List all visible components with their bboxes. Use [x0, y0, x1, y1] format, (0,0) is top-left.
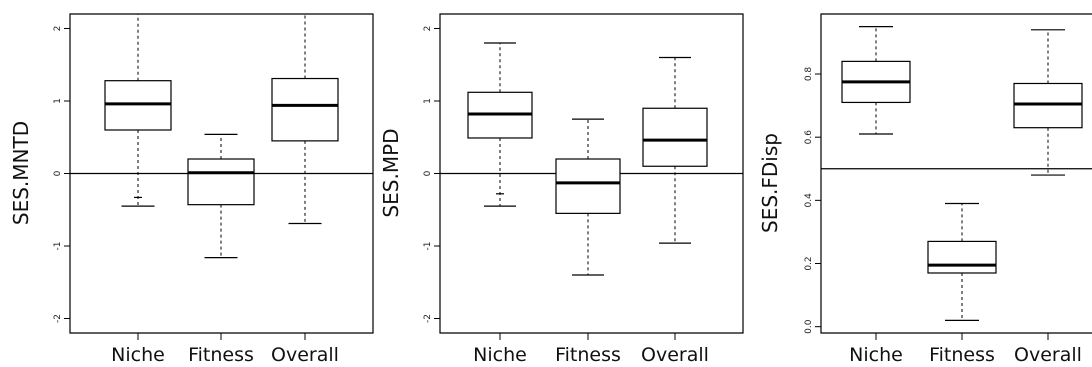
y-tick-label: 0.6 [804, 130, 814, 145]
y-tick-label: 0.8 [804, 67, 814, 82]
box-niche [104, 14, 172, 207]
y-tick-label: 2 [423, 26, 433, 32]
x-tick-label: Overall [641, 344, 709, 366]
chart-panel-2: -2 -1 0 1 2 SES.MPD Niche Fitness Overall [379, 13, 744, 366]
box-body [642, 107, 708, 167]
y-tick-label: 0.0 [804, 319, 814, 334]
box-overall [1013, 29, 1083, 176]
y-tick-label: -2 [423, 314, 433, 323]
box-niche [841, 26, 911, 135]
x-tick-label: Niche [473, 344, 527, 366]
plot-frame [820, 13, 1092, 334]
y-tick-label: 0 [423, 170, 433, 176]
y-tick-label: 0.4 [804, 193, 814, 208]
y-tick-label: 1 [53, 98, 63, 104]
box-body [187, 158, 255, 206]
y-axis-label: SES.FDisp [758, 133, 782, 233]
box-body [271, 77, 339, 142]
box-fitness [555, 118, 621, 276]
x-tick-label: Fitness [188, 344, 254, 366]
y-tick-label: 1 [423, 98, 433, 104]
box-fitness [927, 202, 997, 321]
x-tick-label: Overall [1014, 344, 1082, 366]
box-body [555, 158, 621, 214]
y-tick-label: 0.2 [804, 256, 814, 270]
y-tick-label: 0 [53, 170, 63, 176]
x-tick-label: Niche [111, 344, 165, 366]
y-tick-label: 2 [53, 26, 63, 32]
box-overall [271, 14, 339, 225]
chart-panel-1: -2 -1 0 1 2 SES.MNTD Niche Fitness Overall [9, 13, 374, 366]
y-axis-label: SES.MNTD [9, 121, 33, 225]
y-axis-label: SES.MPD [379, 128, 403, 217]
box-niche [467, 42, 533, 207]
box-body [1013, 82, 1083, 129]
y-tick-label: -1 [53, 242, 63, 251]
plot-frame [439, 13, 744, 334]
plot-frame [69, 13, 374, 334]
box-fitness [187, 133, 255, 259]
y-tick-label: -2 [53, 314, 63, 323]
x-tick-label: Fitness [555, 344, 621, 366]
chart-panel-3: 0.0 0.2 0.4 0.6 0.8 SES.FDisp Niche Fitness Over… [758, 13, 1092, 366]
box-overall [642, 56, 708, 244]
x-tick-label: Fitness [929, 344, 995, 366]
box-body [927, 240, 997, 274]
y-tick-label: -1 [423, 242, 433, 251]
x-tick-label: Overall [271, 344, 339, 366]
x-tick-label: Niche [849, 344, 903, 366]
